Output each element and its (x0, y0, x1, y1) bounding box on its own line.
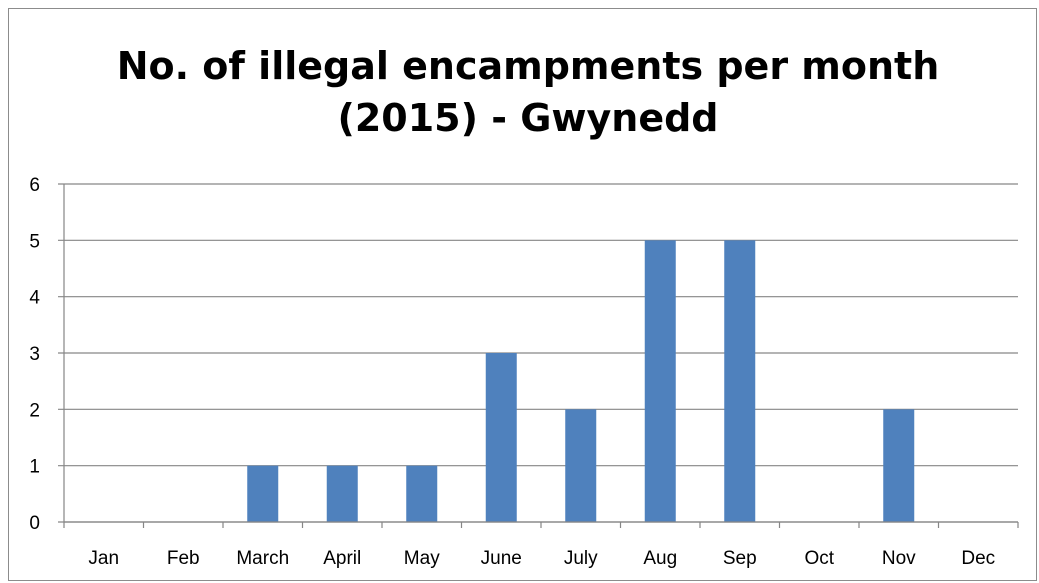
x-tick-label-aug: Aug (643, 548, 677, 569)
bar-nov (883, 409, 915, 522)
bar-march (247, 465, 279, 522)
x-axis-tick-labels: Jan Feb March April May June July Aug Sep Oct Nov D… (88, 548, 995, 569)
y-tick-label-0: 0 (29, 513, 40, 534)
bar-july (565, 409, 597, 522)
chart-title: No. of illegal encampments per month (20… (0, 40, 1039, 144)
gridlines (58, 183, 1018, 523)
chart-title-line-1: No. of illegal encampments per month (116, 44, 940, 88)
x-tick-label-april: April (323, 548, 361, 569)
bars (247, 240, 915, 523)
bar-aug (644, 240, 676, 523)
bar-sep (724, 240, 756, 523)
x-tick-label-oct: Oct (804, 548, 834, 569)
y-tick-label-2: 2 (29, 400, 40, 421)
y-tick-label-3: 3 (29, 344, 40, 365)
y-tick-label-1: 1 (29, 457, 40, 478)
bar-june (485, 353, 517, 522)
x-tick-label-may: May (404, 548, 440, 569)
y-tick-label-5: 5 (29, 231, 40, 252)
x-tick-label-sep: Sep (723, 548, 757, 569)
chart-frame (8, 8, 1037, 581)
x-tick-label-june: June (481, 548, 522, 569)
y-tick-label-6: 6 (29, 175, 40, 196)
bar-may (406, 465, 438, 522)
x-tick-label-jan: Jan (88, 548, 119, 569)
bar-april (326, 465, 358, 522)
x-tick-label-nov: Nov (882, 548, 916, 569)
x-tick-label-july: July (564, 548, 598, 569)
y-tick-label-4: 4 (29, 288, 40, 309)
x-tick-label-march: March (236, 548, 289, 569)
x-tick-label-feb: Feb (167, 548, 200, 569)
y-axis-tick-labels: 0 1 2 3 4 5 6 (29, 175, 40, 534)
x-tick-label-dec: Dec (961, 548, 995, 569)
x-axis (63, 521, 1019, 528)
chart-title-line-2: (2015) - Gwynedd (337, 96, 719, 140)
